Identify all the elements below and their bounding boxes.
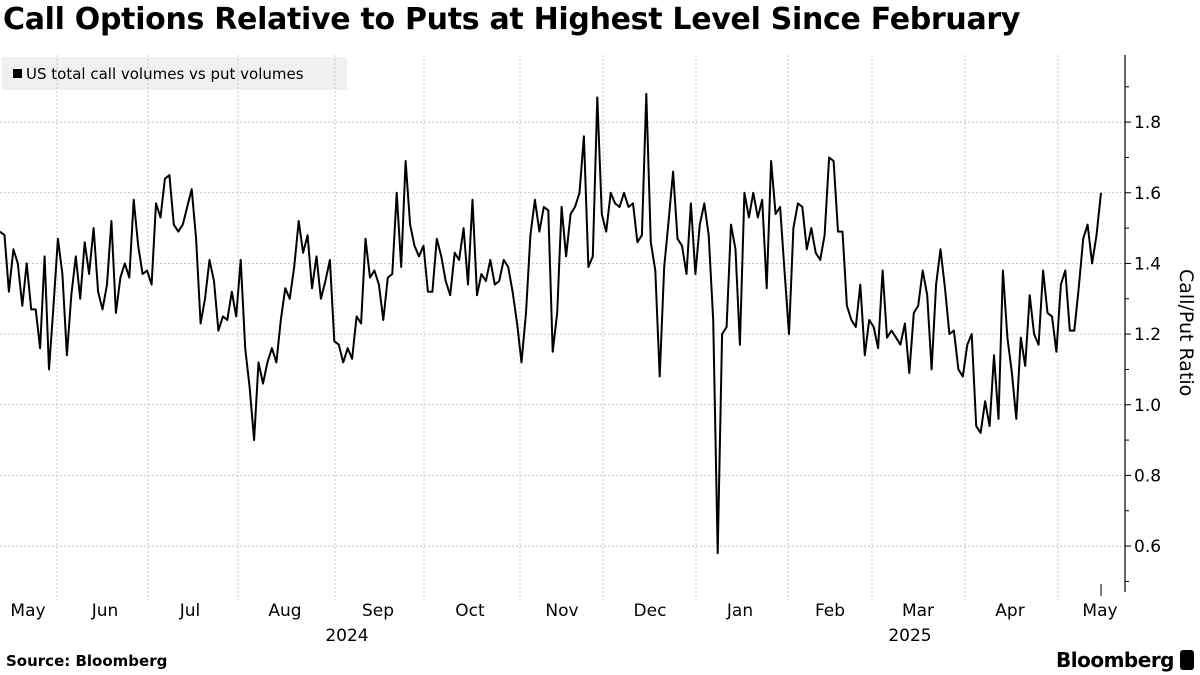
y-axis-title: Call/Put Ratio (1175, 269, 1197, 397)
x-tick-label: May (10, 601, 45, 621)
x-tick-label: Jun (91, 601, 119, 621)
x-tick-label: Aug (268, 601, 301, 621)
y-tick-label: 1.4 (1134, 254, 1161, 274)
x-tick-label: Mar (902, 601, 934, 621)
x-tick-label: Jan (726, 601, 753, 621)
x-tick-label: May (1082, 601, 1117, 621)
x-tick-label: Nov (545, 601, 578, 621)
x-year-label: 2025 (888, 626, 931, 646)
brand-name: Bloomberg (1056, 648, 1174, 672)
legend-label: US total call volumes vs put volumes (26, 64, 304, 83)
x-tick-label: Apr (995, 601, 1024, 621)
bloomberg-logo: Bloomberg (1056, 648, 1194, 672)
legend-swatch (13, 69, 22, 78)
chart-title: Call Options Relative to Puts at Highest… (3, 2, 1021, 37)
x-tick-label: Dec (634, 601, 667, 621)
x-tick-label: Oct (455, 601, 485, 621)
legend: US total call volumes vs put volumes (2, 57, 347, 90)
x-year-label: 2024 (325, 626, 368, 646)
series-line (0, 92, 1102, 555)
y-tick-label: 1.6 (1134, 184, 1161, 204)
x-tick-label: Feb (815, 601, 845, 621)
y-tick-label: 0.8 (1134, 466, 1161, 486)
y-tick-label: 1.2 (1134, 325, 1161, 345)
x-tick-label: Sep (362, 601, 394, 621)
source-note: Source: Bloomberg (6, 652, 168, 670)
y-tick-label: 1.0 (1134, 396, 1161, 416)
bloomberg-chart-icon (1180, 650, 1194, 670)
y-tick-label: 1.8 (1134, 113, 1161, 133)
x-tick-label: Jul (179, 601, 201, 621)
y-tick-label: 0.6 (1134, 537, 1161, 557)
